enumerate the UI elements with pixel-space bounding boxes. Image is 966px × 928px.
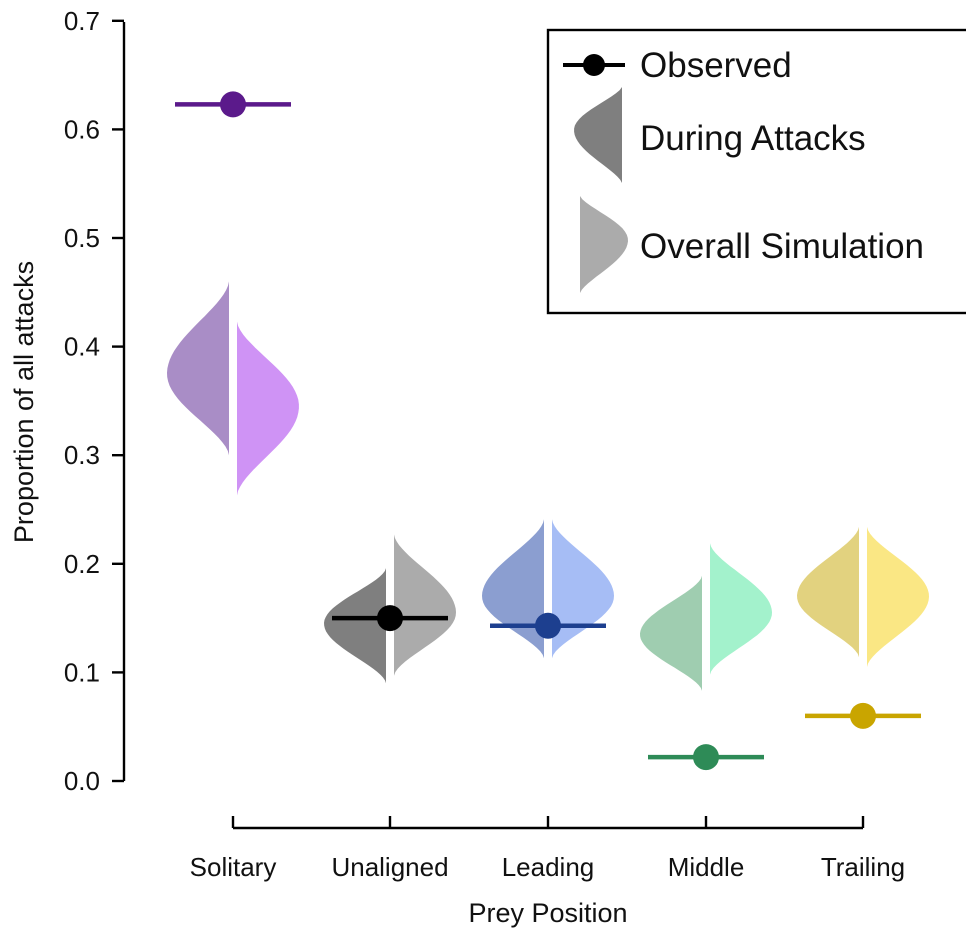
x-tick-label: Leading <box>502 852 595 882</box>
y-tick-label: 0.0 <box>64 766 100 796</box>
violin-during-attacks <box>797 526 859 658</box>
legend-entry-during: During Attacks <box>574 87 866 183</box>
observed-point <box>693 744 719 771</box>
legend-overall-simulation-swatch <box>580 196 628 293</box>
x-ticks: Solitary Unaligned Leading Middle Trailing <box>190 816 905 882</box>
y-tick-label: 0.5 <box>64 223 100 253</box>
legend-entry-observed: Observed <box>563 46 792 85</box>
legend-label-observed: Observed <box>640 46 792 85</box>
legend-observed-dot <box>583 54 605 76</box>
y-tick-label: 0.2 <box>64 549 100 579</box>
y-ticks: 0.0 0.1 0.2 0.3 0.4 0.5 0.6 0.7 <box>64 6 124 796</box>
observed-point <box>220 91 246 118</box>
observed-point <box>377 605 403 632</box>
x-tick-label: Unaligned <box>331 852 448 882</box>
x-tick-label: Trailing <box>821 852 905 882</box>
x-axis-title: Prey Position <box>468 898 627 928</box>
violin-overall-simulation <box>710 543 772 675</box>
legend-during-attacks-swatch <box>574 87 622 183</box>
violin-during-attacks <box>167 281 229 456</box>
legend: Observed During Attacks Overall Simulati… <box>546 28 966 315</box>
violin-during-attacks <box>324 568 386 684</box>
observed-point <box>535 612 561 639</box>
violins <box>167 281 929 691</box>
y-tick-label: 0.6 <box>64 114 100 144</box>
observed-markers <box>175 91 921 771</box>
y-tick-label: 0.1 <box>64 657 100 687</box>
violin-overall-simulation <box>394 534 456 676</box>
legend-label-during: During Attacks <box>640 119 866 158</box>
violin-overall-simulation <box>552 519 614 659</box>
violin-during-attacks <box>640 575 702 691</box>
violin-overall-simulation <box>237 321 299 496</box>
x-tick-label: Middle <box>668 852 745 882</box>
y-tick-label: 0.7 <box>64 6 100 36</box>
y-axis: 0.0 0.1 0.2 0.3 0.4 0.5 0.6 0.7 <box>64 6 126 796</box>
x-axis: Solitary Unaligned Leading Middle Trailing <box>190 816 905 882</box>
legend-label-overall: Overall Simulation <box>640 227 924 266</box>
x-tick-label: Solitary <box>190 852 277 882</box>
y-tick-label: 0.4 <box>64 332 100 362</box>
violin-overall-simulation <box>867 526 929 667</box>
y-tick-label: 0.3 <box>64 440 100 470</box>
y-axis-title: Proportion of all attacks <box>9 261 39 543</box>
legend-entry-overall: Overall Simulation <box>580 196 924 293</box>
violin-during-attacks <box>482 519 544 659</box>
observed-point <box>850 702 876 729</box>
